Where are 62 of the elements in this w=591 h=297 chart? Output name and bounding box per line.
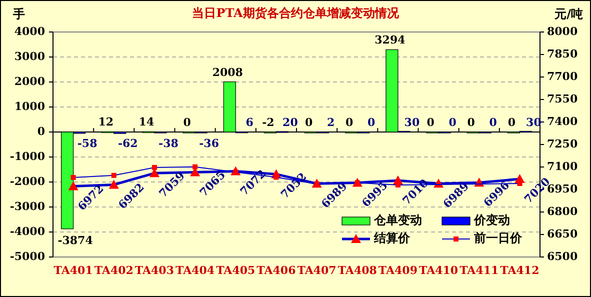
data-label: 0 xyxy=(368,116,376,129)
x-tick-label: TA401 xyxy=(54,264,93,277)
data-label: 0 xyxy=(508,116,516,129)
x-tick-label: TA405 xyxy=(216,264,256,277)
y-tick-label: 4000 xyxy=(14,24,46,38)
x-tick-label: TA408 xyxy=(338,264,378,277)
y-tick-label: -5000 xyxy=(10,250,46,263)
x-tick-label: TA404 xyxy=(175,264,215,277)
data-label: -2 xyxy=(262,116,274,129)
y-tick-label: -4000 xyxy=(10,224,46,238)
y2-tick-label: 8000 xyxy=(547,24,578,38)
y2-tick-label: 6500 xyxy=(547,250,578,263)
data-label: -36 xyxy=(199,137,220,150)
data-label: 30 xyxy=(404,116,420,129)
data-label: 0 xyxy=(489,116,498,129)
y-tick-label: 0 xyxy=(37,124,46,138)
legend-label: 结算价 xyxy=(373,231,411,246)
y-tick-label: -3000 xyxy=(10,200,46,213)
data-label: 0 xyxy=(426,116,435,129)
y2-tick-label: 7550 xyxy=(547,92,578,106)
x-tick-label: TA406 xyxy=(256,264,296,277)
data-label: -58 xyxy=(77,137,98,150)
data-label: 0 xyxy=(448,116,457,129)
x-tick-label: TA403 xyxy=(134,264,174,277)
x-tick-label: TA411 xyxy=(460,264,499,277)
data-label: 3294 xyxy=(374,34,406,47)
data-label: 6 xyxy=(246,116,254,129)
x-tick-label: TA409 xyxy=(378,264,418,277)
y-axis-title: 手 xyxy=(12,7,25,21)
y2-tick-label: 6650 xyxy=(547,227,578,240)
x-tick-label: TA412 xyxy=(500,264,540,277)
y-tick-label: 2000 xyxy=(14,74,46,88)
legend-label: 前一日价 xyxy=(473,231,523,246)
data-label: 0 xyxy=(304,116,313,129)
y-tick-label: 1000 xyxy=(14,100,46,113)
y2-tick-label: 6800 xyxy=(547,204,578,218)
y2-tick-label: 7400 xyxy=(547,114,578,128)
data-label: -62 xyxy=(118,137,138,150)
legend-label: 仓单变动 xyxy=(373,213,422,228)
y2-tick-label: 7100 xyxy=(547,160,578,173)
y2-tick-label: 7850 xyxy=(547,47,578,60)
y-tick-label: 3000 xyxy=(14,50,46,63)
data-label: 0 xyxy=(346,116,354,129)
data-label: 14 xyxy=(138,116,154,129)
data-label: 0 xyxy=(183,116,192,129)
y-tick-label: -1000 xyxy=(10,150,46,163)
y2-axis-title: 元/吨 xyxy=(554,7,583,21)
chart-title: 当日PTA期货各合约仓单增减变动情况 xyxy=(192,6,400,20)
data-label: 12 xyxy=(98,116,114,129)
data-label: -38 xyxy=(158,137,179,150)
x-tick-label: TA407 xyxy=(297,264,336,277)
data-label: 20 xyxy=(282,116,298,129)
data-label: 2 xyxy=(326,116,335,129)
y-tick-label: -2000 xyxy=(10,174,46,188)
legend-label: 价变动 xyxy=(473,213,510,228)
data-label: -3874 xyxy=(58,234,94,247)
y2-tick-label: 7700 xyxy=(547,70,578,83)
data-label: 2008 xyxy=(212,66,244,79)
data-label: 0 xyxy=(467,116,476,129)
x-tick-label: TA402 xyxy=(94,264,134,277)
x-tick-label: TA410 xyxy=(418,264,458,277)
y2-tick-label: 7250 xyxy=(547,137,578,150)
